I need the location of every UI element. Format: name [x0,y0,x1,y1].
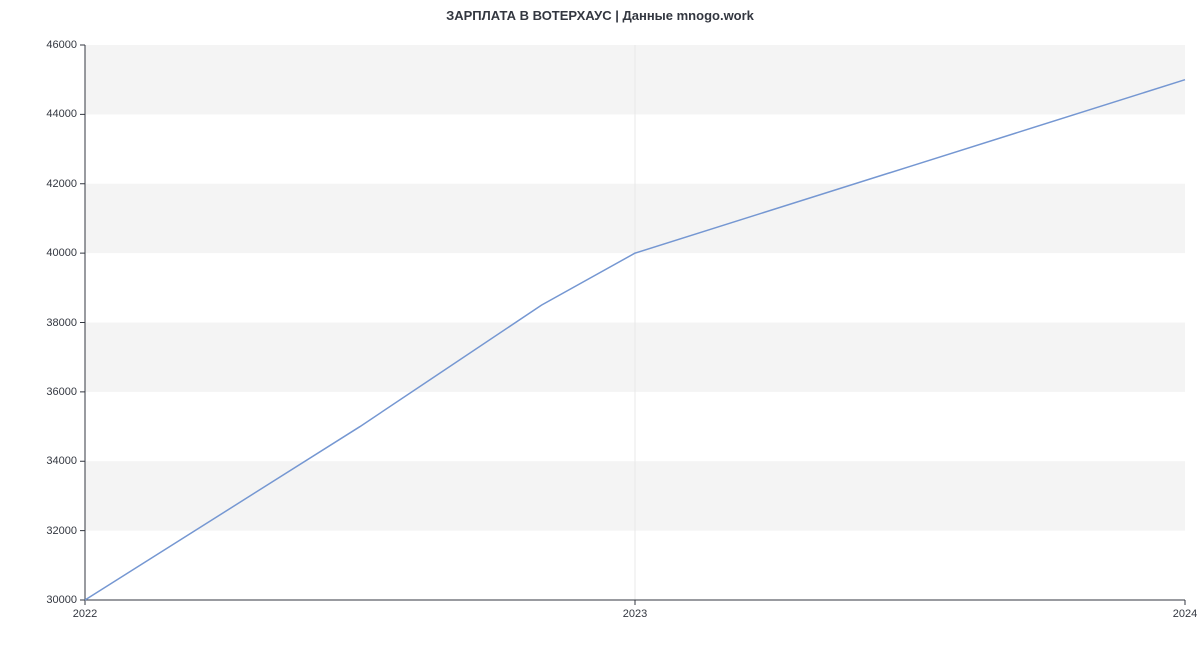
plot-area: 3000032000340003600038000400004200044000… [85,45,1185,600]
chart-title: ЗАРПЛАТА В ВОТЕРХАУС | Данные mnogo.work [0,8,1200,23]
y-tick-label: 46000 [17,39,85,51]
y-tick-label: 36000 [17,386,85,398]
x-tick-label: 2022 [55,600,115,620]
y-tick-label: 44000 [17,108,85,120]
y-tick-label: 40000 [17,247,85,259]
y-tick-label: 42000 [17,178,85,190]
chart-container: ЗАРПЛАТА В ВОТЕРХАУС | Данные mnogo.work… [0,0,1200,650]
x-tick-label: 2023 [605,600,665,620]
y-tick-label: 34000 [17,455,85,467]
y-tick-label: 32000 [17,525,85,537]
y-tick-label: 38000 [17,317,85,329]
x-tick-label: 2024 [1155,600,1200,620]
chart-svg [85,45,1185,600]
